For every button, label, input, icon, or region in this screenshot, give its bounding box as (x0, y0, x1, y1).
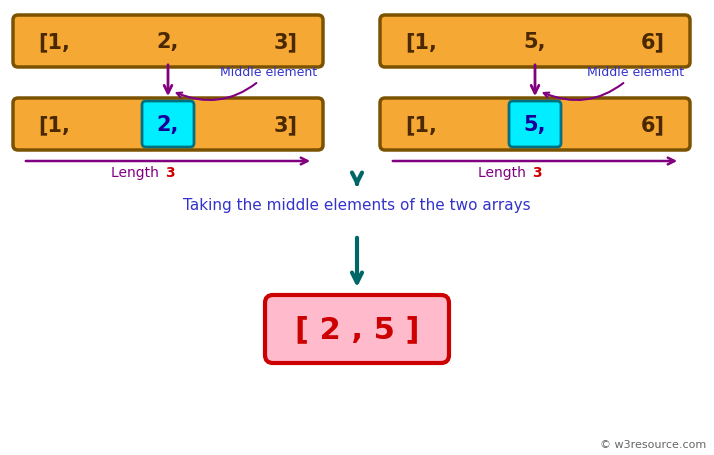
Text: 6]: 6] (641, 32, 665, 52)
Text: [1,: [1, (38, 32, 70, 52)
Text: [1,: [1, (405, 32, 437, 52)
FancyBboxPatch shape (265, 295, 449, 363)
FancyBboxPatch shape (509, 102, 561, 148)
Text: 5,: 5, (524, 32, 546, 52)
Text: 6]: 6] (641, 115, 665, 135)
Text: 3]: 3] (274, 32, 298, 52)
Text: Middle element: Middle element (543, 66, 684, 101)
FancyBboxPatch shape (13, 16, 323, 68)
Text: [ 2 , 5 ]: [ 2 , 5 ] (295, 315, 419, 344)
Text: 2,: 2, (157, 115, 179, 135)
Text: Taking the middle elements of the two arrays: Taking the middle elements of the two ar… (183, 197, 531, 212)
Text: 3: 3 (532, 166, 542, 180)
Text: 2,: 2, (157, 32, 179, 52)
Text: 5,: 5, (524, 115, 546, 135)
Text: 3: 3 (165, 166, 175, 180)
FancyBboxPatch shape (13, 99, 323, 151)
FancyBboxPatch shape (380, 99, 690, 151)
Text: © w3resource.com: © w3resource.com (600, 439, 706, 449)
Text: [1,: [1, (405, 115, 437, 135)
Text: Length: Length (111, 166, 163, 180)
FancyBboxPatch shape (142, 102, 194, 148)
Text: Length: Length (478, 166, 530, 180)
Text: 3]: 3] (274, 115, 298, 135)
FancyBboxPatch shape (380, 16, 690, 68)
Text: Middle element: Middle element (176, 66, 317, 101)
Text: [1,: [1, (38, 115, 70, 135)
